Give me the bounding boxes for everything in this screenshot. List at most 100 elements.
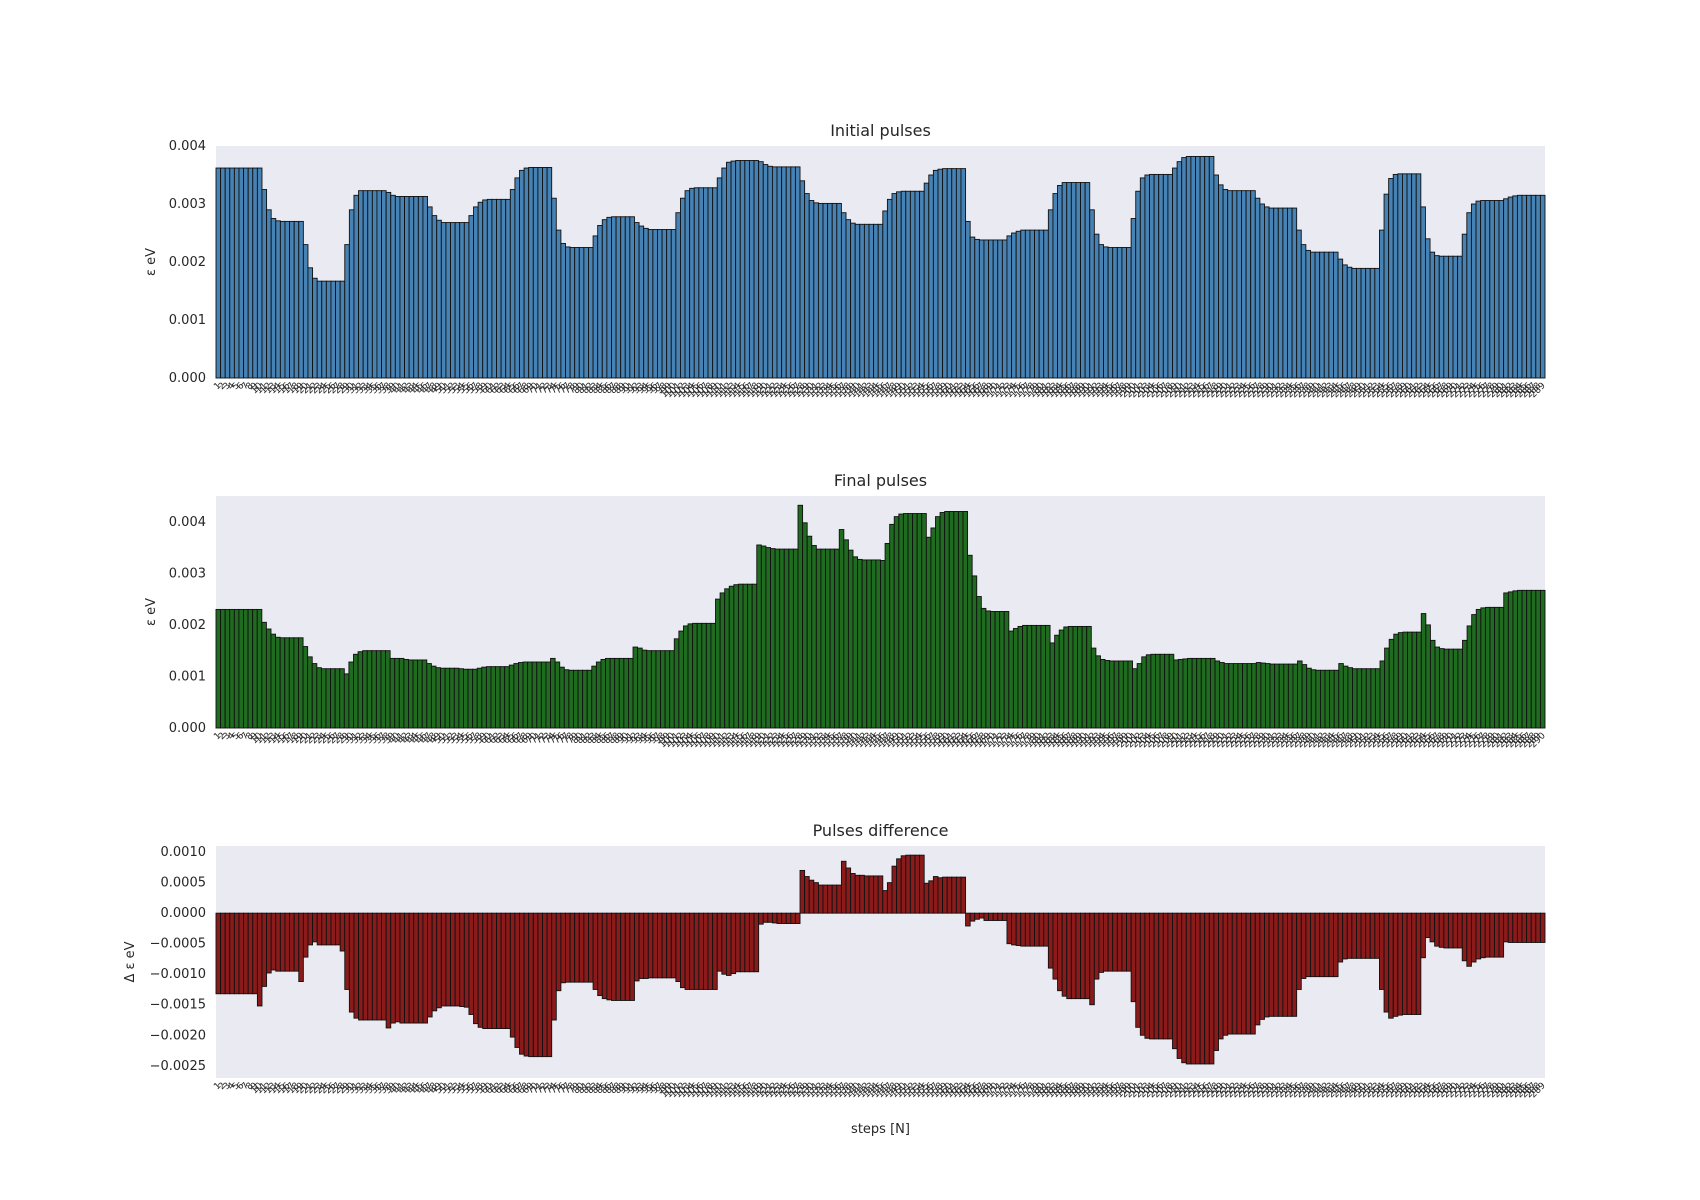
y-tick-label: 0.000 — [169, 371, 206, 386]
bar — [748, 160, 755, 379]
bar — [247, 912, 254, 995]
bar — [854, 223, 861, 379]
bar — [900, 190, 907, 379]
bar — [813, 202, 819, 379]
bar — [1274, 663, 1280, 729]
bar — [992, 239, 999, 379]
bar — [624, 216, 631, 379]
bar — [522, 661, 529, 729]
bar — [696, 622, 703, 729]
bar — [1494, 606, 1500, 729]
bar — [693, 187, 700, 379]
x-tick-label: 3 — [221, 1081, 232, 1092]
bar — [615, 216, 622, 379]
bar — [716, 912, 723, 972]
bar — [532, 912, 539, 1058]
bar — [804, 193, 810, 379]
bar — [932, 169, 939, 379]
bar — [1043, 912, 1049, 947]
bar — [758, 161, 764, 379]
bar — [1058, 629, 1065, 729]
bar — [620, 216, 626, 379]
bar — [1210, 657, 1216, 729]
bar — [376, 190, 383, 379]
bar — [629, 912, 635, 1001]
bar — [1017, 625, 1024, 729]
bar — [838, 529, 845, 729]
bar — [1489, 912, 1495, 958]
bar — [1038, 229, 1045, 379]
bar — [417, 659, 423, 729]
bar — [774, 548, 781, 729]
bar — [482, 912, 488, 1029]
bar — [1337, 912, 1344, 963]
bar — [682, 625, 689, 729]
bar — [1475, 912, 1482, 960]
y-tick-label: −0.0015 — [150, 998, 206, 1013]
bar — [1070, 182, 1077, 379]
bar — [435, 667, 442, 729]
bar — [574, 247, 580, 379]
bar — [1278, 663, 1285, 729]
bar — [1132, 668, 1138, 729]
bar — [514, 177, 520, 379]
bar — [1135, 912, 1141, 1028]
bar — [316, 280, 323, 379]
bar — [505, 198, 511, 379]
bar — [1282, 912, 1288, 1017]
bar — [1086, 625, 1092, 729]
bar — [1250, 190, 1256, 379]
bar — [500, 198, 507, 379]
bar — [1287, 912, 1293, 1017]
bar — [976, 596, 982, 729]
x-tick-label: 7 — [240, 1081, 251, 1092]
bar — [1378, 229, 1385, 379]
bar — [1158, 912, 1164, 1040]
bar — [588, 912, 594, 983]
bar — [509, 189, 516, 379]
bar — [1159, 653, 1166, 729]
bar — [978, 239, 985, 379]
bar — [252, 608, 258, 729]
bar — [967, 554, 973, 729]
bar — [536, 661, 542, 729]
bar — [1328, 251, 1334, 379]
bar — [1283, 663, 1289, 729]
bar — [394, 657, 400, 729]
bar — [450, 912, 456, 1007]
bar — [546, 167, 553, 379]
bar — [316, 912, 323, 946]
bar — [1429, 251, 1436, 379]
bar — [1365, 668, 1372, 729]
bar — [491, 912, 497, 1029]
bar — [614, 657, 620, 729]
bar — [1098, 244, 1104, 379]
bar — [627, 657, 634, 729]
bar — [508, 664, 515, 729]
chart-panel-2: Final pulses 0.000 0.001 0.002 0.003 0.004 ε e… — [144, 471, 1548, 750]
bar — [293, 912, 300, 972]
bar — [505, 912, 511, 1029]
bar — [1356, 912, 1362, 959]
bar — [321, 912, 327, 946]
bar — [417, 196, 424, 379]
bar — [1081, 625, 1088, 729]
y-tick-label: −0.0005 — [150, 937, 206, 952]
bar — [362, 650, 368, 729]
x-tick-labels: 1234567891011121314151617181920212223242… — [212, 381, 1548, 400]
bar — [1324, 669, 1331, 729]
bar — [1429, 639, 1436, 729]
bar — [1507, 912, 1514, 943]
bar — [358, 190, 364, 379]
bar — [820, 548, 826, 729]
bar — [1167, 173, 1173, 379]
bar — [1480, 912, 1486, 959]
x-tick-label: 6 — [235, 381, 246, 392]
bar — [504, 666, 510, 729]
bar — [1181, 912, 1187, 1064]
bar — [1227, 190, 1233, 379]
bar — [923, 182, 930, 379]
bar — [1093, 233, 1100, 379]
bar — [1204, 912, 1210, 1065]
bar — [944, 511, 950, 729]
